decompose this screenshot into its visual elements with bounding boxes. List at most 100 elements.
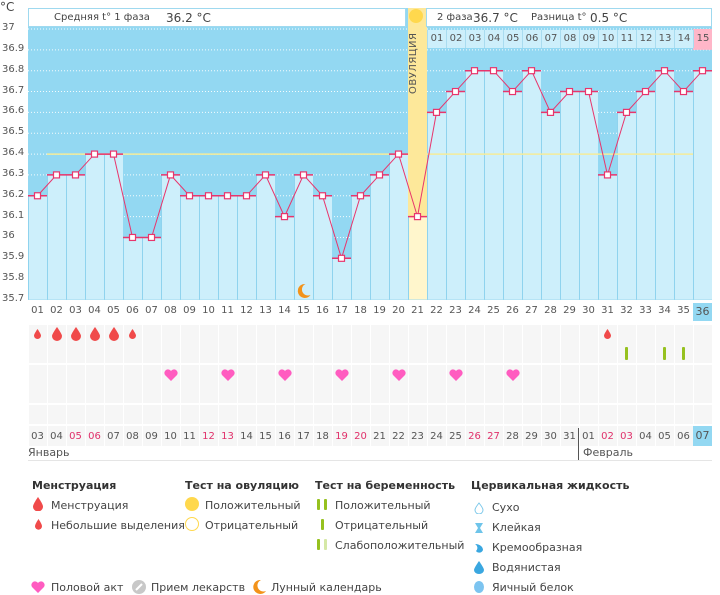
event-cell[interactable] — [219, 384, 237, 403]
cycle-day-label[interactable]: 23 — [449, 305, 462, 316]
event-cell[interactable] — [409, 365, 427, 384]
event-cell[interactable] — [238, 384, 256, 403]
event-cell[interactable] — [542, 325, 560, 344]
event-cell[interactable] — [390, 344, 408, 363]
cycle-day-label[interactable]: 21 — [411, 305, 424, 316]
event-cell[interactable] — [295, 325, 313, 344]
event-cell[interactable] — [200, 325, 218, 344]
event-cell[interactable] — [485, 365, 503, 384]
event-cell[interactable] — [637, 384, 655, 403]
event-cell[interactable] — [504, 384, 522, 403]
cycle-day-label[interactable]: 14 — [278, 305, 291, 316]
cycle-day-label[interactable]: 22 — [430, 305, 443, 316]
event-cell[interactable] — [219, 405, 237, 424]
event-cell[interactable] — [561, 325, 579, 344]
event-cell[interactable] — [675, 365, 693, 384]
event-cell[interactable] — [599, 365, 617, 384]
event-cell[interactable] — [371, 384, 389, 403]
cycle-day-label[interactable]: 18 — [354, 305, 367, 316]
event-cell[interactable] — [580, 384, 598, 403]
event-cell[interactable] — [105, 365, 123, 384]
cycle-day-label[interactable]: 30 — [582, 305, 595, 316]
event-cell[interactable] — [504, 325, 522, 344]
event-cell[interactable] — [447, 405, 465, 424]
event-cell[interactable] — [105, 384, 123, 403]
event-cell[interactable] — [637, 405, 655, 424]
event-cell[interactable] — [219, 325, 237, 344]
event-cell[interactable] — [580, 344, 598, 363]
cycle-day-label[interactable]: 17 — [335, 305, 348, 316]
cycle-day-label[interactable]: 12 — [240, 305, 253, 316]
event-cell[interactable] — [618, 365, 636, 384]
event-cell[interactable] — [276, 384, 294, 403]
event-cell[interactable] — [485, 325, 503, 344]
event-cell[interactable] — [181, 365, 199, 384]
cycle-day-label[interactable]: 31 — [601, 305, 614, 316]
cycle-day-label[interactable]: 01 — [31, 305, 44, 316]
event-cell[interactable] — [466, 384, 484, 403]
cycle-day-label[interactable]: 10 — [202, 305, 215, 316]
event-cell[interactable] — [561, 405, 579, 424]
event-cell[interactable] — [162, 325, 180, 344]
event-cell[interactable] — [238, 365, 256, 384]
event-cell[interactable] — [295, 384, 313, 403]
event-cell[interactable] — [371, 365, 389, 384]
event-cell[interactable] — [390, 325, 408, 344]
event-cell[interactable] — [86, 384, 104, 403]
event-cell[interactable] — [523, 365, 541, 384]
cycle-day-label[interactable]: 02 — [50, 305, 63, 316]
event-cell[interactable] — [656, 405, 674, 424]
event-cell[interactable] — [694, 405, 712, 424]
cycle-day-label[interactable]: 07 — [145, 305, 158, 316]
event-cell[interactable] — [466, 344, 484, 363]
event-cell[interactable] — [694, 344, 712, 363]
event-cell[interactable] — [238, 325, 256, 344]
event-cell[interactable] — [542, 384, 560, 403]
event-cell[interactable] — [561, 365, 579, 384]
cycle-day-label[interactable]: 20 — [392, 305, 405, 316]
event-cell[interactable] — [333, 384, 351, 403]
cycle-day-label[interactable]: 15 — [297, 305, 310, 316]
event-cell[interactable] — [409, 405, 427, 424]
event-cell[interactable] — [181, 405, 199, 424]
event-cell[interactable] — [333, 325, 351, 344]
event-cell[interactable] — [352, 405, 370, 424]
event-cell[interactable] — [29, 405, 47, 424]
event-cell[interactable] — [409, 344, 427, 363]
cycle-day-label[interactable]: 32 — [620, 305, 633, 316]
event-cell[interactable] — [257, 384, 275, 403]
event-cell[interactable] — [238, 344, 256, 363]
event-cell[interactable] — [542, 344, 560, 363]
event-cell[interactable] — [162, 384, 180, 403]
cycle-day-label[interactable]: 19 — [373, 305, 386, 316]
event-cell[interactable] — [504, 344, 522, 363]
event-cell[interactable] — [352, 365, 370, 384]
event-cell[interactable] — [276, 325, 294, 344]
cycle-day-label[interactable]: 04 — [88, 305, 101, 316]
event-cell[interactable] — [295, 344, 313, 363]
event-cell[interactable] — [67, 365, 85, 384]
event-cell[interactable] — [333, 405, 351, 424]
event-cell[interactable] — [86, 405, 104, 424]
cycle-day-label[interactable]: 27 — [525, 305, 538, 316]
event-cell[interactable] — [428, 365, 446, 384]
event-cell[interactable] — [428, 344, 446, 363]
event-cell[interactable] — [637, 325, 655, 344]
event-cell[interactable] — [295, 365, 313, 384]
event-cell[interactable] — [143, 405, 161, 424]
event-cell[interactable] — [67, 384, 85, 403]
event-cell[interactable] — [295, 405, 313, 424]
event-cell[interactable] — [333, 344, 351, 363]
cycle-day-label[interactable]: 24 — [468, 305, 481, 316]
event-cell[interactable] — [656, 325, 674, 344]
event-cell[interactable] — [523, 405, 541, 424]
event-cell[interactable] — [675, 325, 693, 344]
event-cell[interactable] — [409, 384, 427, 403]
event-cell[interactable] — [257, 344, 275, 363]
event-cell[interactable] — [580, 365, 598, 384]
event-cell[interactable] — [257, 405, 275, 424]
event-cell[interactable] — [599, 384, 617, 403]
event-cell[interactable] — [162, 344, 180, 363]
cycle-day-label[interactable]: 36 — [693, 303, 712, 321]
event-cell[interactable] — [390, 405, 408, 424]
